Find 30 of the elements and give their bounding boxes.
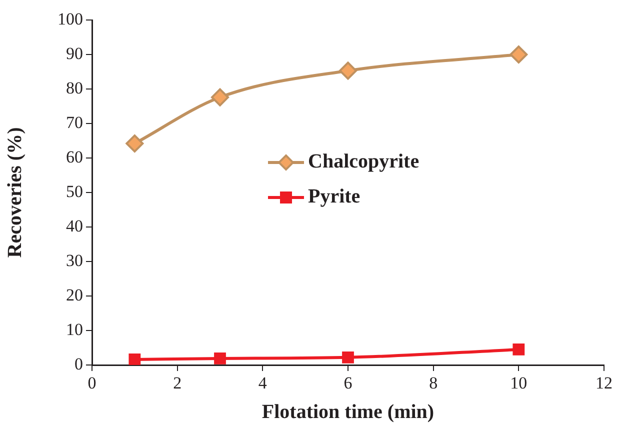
y-axis-title: Recoveries (%) <box>4 127 26 258</box>
legend-label: Pyrite <box>308 186 360 208</box>
point <box>126 134 144 153</box>
x-tick-label: 4 <box>258 374 268 393</box>
y-tick-label: 50 <box>66 182 83 201</box>
x-tick-label: 8 <box>429 374 438 393</box>
y-tick-label: 30 <box>66 250 83 270</box>
y-tick-label: 80 <box>66 78 83 98</box>
point <box>512 344 525 356</box>
point <box>510 46 528 64</box>
y-tick-label: 40 <box>66 216 83 236</box>
y-tick-label: 0 <box>74 354 83 374</box>
point <box>342 351 354 364</box>
x-tick-label: 12 <box>596 374 612 393</box>
x-tick-label: 0 <box>88 374 96 393</box>
point <box>128 354 141 365</box>
y-tick-label: 70 <box>66 112 83 132</box>
x-tick-label: 2 <box>173 374 182 393</box>
x-tick-label: 6 <box>344 374 352 393</box>
point <box>211 88 229 106</box>
y-tick-label: 90 <box>66 44 83 63</box>
x-tick-label: 10 <box>510 374 528 393</box>
point <box>214 352 226 364</box>
x-axis-title: Flotation time (min) <box>262 401 434 424</box>
y-tick-label: 10 <box>66 320 83 339</box>
y-tick-label: 60 <box>66 147 83 166</box>
y-tick-label: 20 <box>66 285 83 304</box>
y-tick-label: 100 <box>58 9 83 28</box>
legend-label: Chalcopyrite <box>308 150 420 173</box>
point <box>339 62 357 80</box>
